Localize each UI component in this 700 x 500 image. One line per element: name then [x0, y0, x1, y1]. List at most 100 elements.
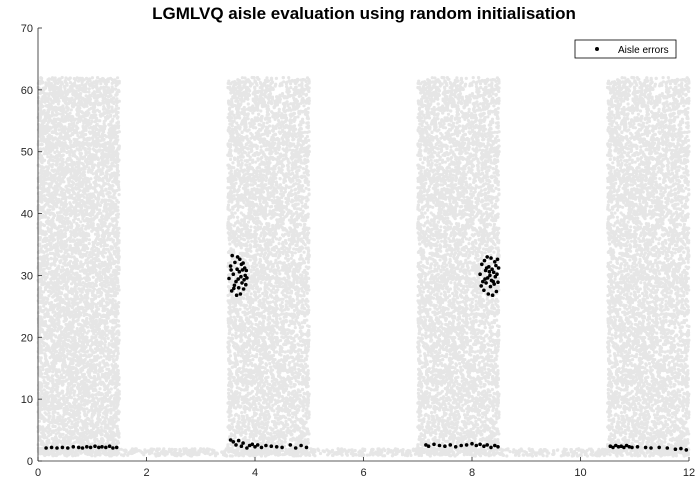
background-point	[62, 154, 65, 157]
background-point	[87, 147, 90, 150]
background-point	[78, 182, 81, 185]
background-point	[112, 370, 115, 373]
background-point	[88, 87, 91, 90]
background-point	[61, 111, 64, 114]
background-point	[100, 261, 103, 264]
background-point	[100, 186, 103, 189]
background-point	[56, 292, 59, 295]
background-point	[105, 320, 108, 323]
background-point	[113, 251, 116, 254]
background-point	[46, 262, 49, 265]
background-point	[99, 351, 102, 354]
background-point	[41, 124, 44, 127]
background-point	[45, 413, 48, 416]
background-point	[100, 426, 103, 429]
background-point	[110, 288, 113, 291]
background-point	[39, 228, 42, 231]
background-point	[107, 115, 110, 118]
background-point	[112, 327, 115, 330]
background-point	[90, 416, 93, 419]
background-point	[54, 159, 57, 162]
background-point	[53, 329, 56, 332]
background-point	[87, 90, 90, 93]
background-point	[108, 165, 111, 168]
background-point	[94, 257, 97, 260]
background-point	[38, 349, 41, 352]
background-point	[68, 425, 71, 428]
background-point	[118, 393, 121, 396]
background-point	[66, 408, 69, 411]
background-point	[80, 102, 83, 105]
background-point	[85, 338, 88, 341]
background-point	[84, 165, 87, 168]
background-point	[110, 254, 113, 257]
background-point	[70, 145, 73, 148]
background-point	[102, 421, 105, 424]
background-point	[90, 335, 93, 338]
background-point	[74, 166, 77, 169]
background-point	[69, 353, 72, 356]
background-point	[107, 191, 110, 194]
background-point	[41, 376, 44, 379]
background-point	[107, 337, 110, 340]
background-point	[100, 319, 103, 322]
background-point	[43, 152, 46, 155]
background-point	[91, 76, 94, 79]
background-point	[73, 82, 76, 85]
background-point	[95, 396, 98, 399]
background-point	[38, 198, 41, 201]
background-point	[113, 78, 116, 81]
background-point	[74, 251, 77, 254]
background-point	[48, 411, 51, 414]
background-point	[102, 167, 105, 170]
background-point	[45, 331, 48, 334]
background-point	[107, 368, 110, 371]
background-point	[81, 180, 84, 183]
background-point	[94, 279, 97, 282]
background-point	[65, 318, 68, 321]
background-point	[112, 240, 115, 243]
background-point	[51, 291, 54, 294]
background-point	[118, 193, 121, 196]
background-point	[44, 211, 47, 214]
background-point	[60, 83, 63, 86]
background-point	[85, 407, 88, 410]
background-point	[83, 412, 86, 415]
background-point	[111, 205, 114, 208]
background-point	[51, 443, 54, 446]
background-point	[96, 223, 99, 226]
background-point	[70, 409, 73, 412]
background-point	[76, 318, 79, 321]
background-point	[46, 408, 49, 411]
background-point	[79, 220, 82, 223]
background-point	[46, 220, 49, 223]
background-point	[42, 261, 45, 264]
background-point	[46, 168, 49, 171]
background-point	[50, 388, 53, 391]
chart-title: LGMLVQ aisle evaluation using random ini…	[152, 4, 576, 23]
background-point	[101, 138, 104, 141]
background-point	[74, 367, 77, 370]
background-point	[53, 173, 56, 176]
background-point	[66, 268, 69, 271]
background-point	[59, 229, 62, 232]
background-point	[94, 335, 97, 338]
background-point	[91, 409, 94, 412]
background-point	[74, 118, 77, 121]
background-point	[106, 207, 109, 210]
background-point	[60, 137, 63, 140]
background-point	[75, 156, 78, 159]
background-point	[64, 95, 67, 98]
background-point	[49, 252, 52, 255]
background-point	[68, 402, 71, 405]
background-point	[55, 388, 58, 391]
background-point	[104, 159, 107, 162]
background-point	[65, 434, 68, 437]
background-point	[59, 435, 62, 438]
background-point	[62, 91, 65, 94]
background-point	[85, 158, 88, 161]
background-point	[116, 228, 119, 231]
background-point	[61, 76, 64, 79]
background-point	[80, 243, 83, 246]
background-point	[52, 417, 55, 420]
